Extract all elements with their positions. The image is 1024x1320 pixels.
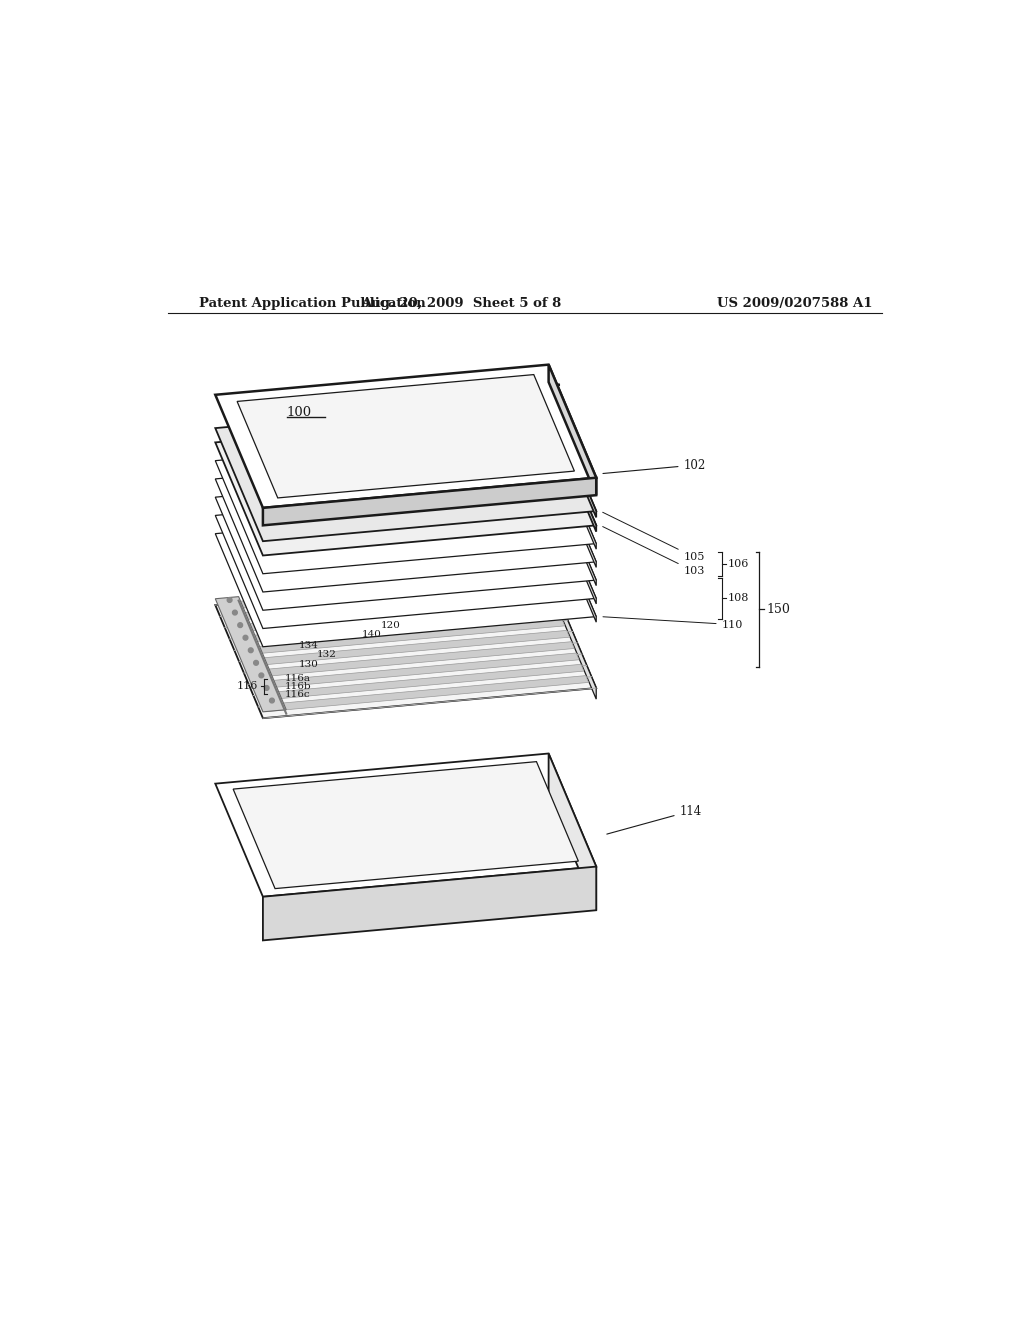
- Circle shape: [264, 685, 269, 690]
- Circle shape: [238, 623, 243, 627]
- Text: FIG. 6: FIG. 6: [487, 381, 562, 404]
- Circle shape: [259, 673, 264, 677]
- Text: 116c: 116c: [285, 690, 310, 698]
- Text: Aug. 20, 2009  Sheet 5 of 8: Aug. 20, 2009 Sheet 5 of 8: [361, 297, 561, 310]
- Polygon shape: [252, 642, 574, 677]
- Circle shape: [249, 648, 253, 652]
- Polygon shape: [549, 503, 596, 622]
- Polygon shape: [549, 449, 596, 568]
- Text: 134: 134: [299, 640, 318, 649]
- Circle shape: [254, 660, 258, 665]
- Polygon shape: [242, 619, 565, 655]
- Text: 120: 120: [380, 620, 400, 630]
- Text: 116b: 116b: [285, 682, 311, 690]
- Polygon shape: [215, 364, 596, 508]
- Polygon shape: [215, 597, 287, 711]
- Text: 114: 114: [607, 804, 701, 834]
- Text: 116a: 116a: [285, 675, 311, 682]
- Polygon shape: [549, 576, 596, 700]
- Polygon shape: [233, 762, 579, 888]
- Polygon shape: [263, 478, 596, 525]
- Text: 100: 100: [287, 407, 312, 420]
- Circle shape: [227, 598, 232, 602]
- Polygon shape: [215, 430, 596, 574]
- Polygon shape: [549, 430, 596, 549]
- Polygon shape: [238, 607, 560, 643]
- Polygon shape: [223, 574, 546, 610]
- Text: Patent Application Publication: Patent Application Publication: [200, 297, 426, 310]
- Circle shape: [269, 698, 274, 704]
- Text: 102: 102: [603, 458, 706, 474]
- Circle shape: [243, 635, 248, 640]
- Polygon shape: [549, 754, 596, 911]
- Polygon shape: [261, 664, 584, 700]
- Polygon shape: [215, 449, 596, 591]
- Polygon shape: [549, 486, 596, 605]
- Polygon shape: [263, 867, 596, 940]
- Polygon shape: [549, 397, 596, 517]
- Polygon shape: [266, 676, 589, 711]
- Polygon shape: [215, 503, 596, 647]
- Text: 140: 140: [362, 631, 382, 639]
- Text: 105: 105: [603, 512, 705, 562]
- Text: 116: 116: [237, 681, 258, 692]
- Polygon shape: [215, 754, 596, 896]
- Polygon shape: [215, 486, 596, 628]
- Text: 103: 103: [603, 527, 705, 577]
- Text: US 2009/0207588 A1: US 2009/0207588 A1: [717, 297, 872, 310]
- Polygon shape: [215, 412, 596, 556]
- Polygon shape: [238, 375, 574, 498]
- Text: 150: 150: [766, 603, 790, 616]
- Text: 110: 110: [603, 616, 743, 630]
- Polygon shape: [227, 585, 551, 620]
- Polygon shape: [215, 397, 596, 541]
- Text: 132: 132: [316, 651, 337, 659]
- Polygon shape: [215, 467, 596, 610]
- Text: 106: 106: [728, 560, 750, 569]
- Polygon shape: [256, 653, 580, 689]
- Polygon shape: [549, 364, 596, 495]
- Polygon shape: [215, 576, 596, 718]
- Polygon shape: [549, 467, 596, 586]
- Polygon shape: [232, 597, 555, 632]
- Text: 130: 130: [299, 660, 318, 669]
- Text: 108: 108: [728, 594, 750, 603]
- Circle shape: [232, 610, 238, 615]
- Polygon shape: [247, 631, 569, 667]
- Polygon shape: [549, 412, 596, 532]
